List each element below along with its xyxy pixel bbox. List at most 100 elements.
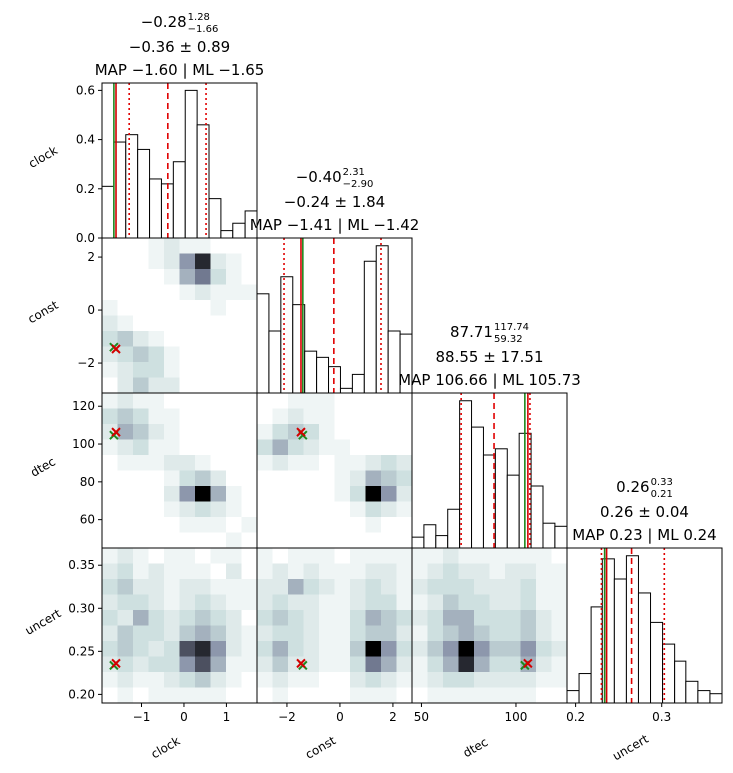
density-cell	[381, 532, 397, 549]
density-cell	[443, 548, 459, 564]
hist-bar	[101, 185, 115, 239]
density-cell	[257, 439, 273, 456]
hist-bar	[232, 222, 246, 239]
density-cell	[365, 610, 382, 626]
density-cell	[272, 424, 289, 440]
panel-frame	[256, 237, 413, 394]
density-cell	[381, 517, 397, 533]
density-cell	[257, 455, 273, 471]
density-cell	[133, 315, 149, 332]
density-cell	[179, 331, 196, 347]
density-cell	[148, 238, 165, 254]
hist-bar	[685, 680, 699, 704]
density-cell	[319, 687, 335, 704]
density-cell	[102, 486, 118, 502]
x-tick-label: −2	[278, 710, 296, 724]
density-cell	[319, 641, 335, 657]
density-cell	[257, 548, 273, 564]
density-cell	[164, 315, 180, 332]
density-cell	[179, 300, 196, 316]
density-cell	[241, 486, 258, 502]
density-cell	[179, 517, 196, 533]
density-cell	[319, 610, 335, 626]
density-cell	[133, 563, 149, 580]
density-cell	[102, 532, 118, 549]
density-cell	[164, 238, 180, 254]
density-cell	[319, 625, 335, 642]
density-cell	[102, 377, 118, 394]
density-cell	[272, 439, 289, 456]
stat-median-text: 87.71117.74 59.32	[450, 322, 529, 345]
density-cell	[536, 656, 552, 673]
density-cell	[210, 300, 227, 316]
density-cell	[241, 594, 258, 611]
density-cell	[334, 656, 351, 673]
density-cell	[272, 486, 289, 502]
density-cell	[257, 563, 273, 580]
density-cell	[381, 548, 397, 564]
density-cell	[303, 517, 320, 533]
density-cell	[179, 687, 196, 704]
density-cell	[179, 284, 196, 301]
density-cell	[288, 486, 304, 502]
density-cell	[474, 672, 490, 688]
density-cell	[241, 284, 258, 301]
density-cell	[164, 377, 180, 394]
density-cell	[241, 579, 258, 595]
density-cell	[551, 563, 568, 580]
density-cell	[195, 331, 211, 347]
density-cell	[241, 346, 258, 363]
hist-bar	[650, 621, 664, 704]
hist-bar	[184, 89, 198, 239]
density-cell	[164, 517, 180, 533]
density-cell	[505, 672, 521, 688]
upper: 2.31	[343, 167, 365, 178]
density-cell	[117, 455, 134, 471]
density-cell	[210, 486, 227, 502]
density-cell	[195, 641, 211, 657]
density-cell	[272, 687, 289, 704]
density-cell	[210, 517, 227, 533]
density-cell	[133, 455, 149, 471]
density-cell	[210, 501, 227, 518]
density-cell	[365, 470, 382, 487]
density-cell	[164, 656, 180, 673]
density-cell	[210, 331, 227, 347]
density-cell	[551, 579, 568, 595]
density-cell	[288, 470, 304, 487]
density-cell	[117, 238, 134, 254]
density-cell	[133, 470, 149, 487]
density-cell	[148, 517, 165, 533]
density-cell	[365, 439, 382, 456]
density-cell	[334, 563, 351, 580]
density-cell	[303, 470, 320, 487]
density-cell	[102, 393, 118, 409]
density-cell	[226, 455, 242, 471]
density-cell	[148, 486, 165, 502]
density-cell	[195, 579, 211, 595]
density-cell	[257, 579, 273, 595]
density-cell	[179, 672, 196, 688]
density-cell	[334, 424, 351, 440]
y-tick-label: 60	[80, 513, 95, 527]
density-cell	[133, 377, 149, 394]
density-cell	[117, 501, 134, 518]
density-cell	[350, 486, 366, 502]
median: −0.40	[296, 168, 342, 186]
density-cell	[102, 594, 118, 611]
x-tick-label: 0.2	[566, 710, 585, 724]
hist-bar	[196, 124, 210, 239]
density-cell	[195, 315, 211, 332]
density-cell	[396, 470, 413, 487]
density-cell	[350, 610, 366, 626]
density-cell	[195, 687, 211, 704]
density-cell	[179, 269, 196, 285]
hist-bar	[697, 690, 711, 704]
density-cell	[474, 625, 490, 642]
hist-bar	[471, 426, 484, 549]
density-cell	[334, 594, 351, 611]
density-cell	[195, 563, 211, 580]
density-cell	[117, 439, 134, 456]
density-cell	[164, 532, 180, 549]
density-cell	[334, 687, 351, 704]
